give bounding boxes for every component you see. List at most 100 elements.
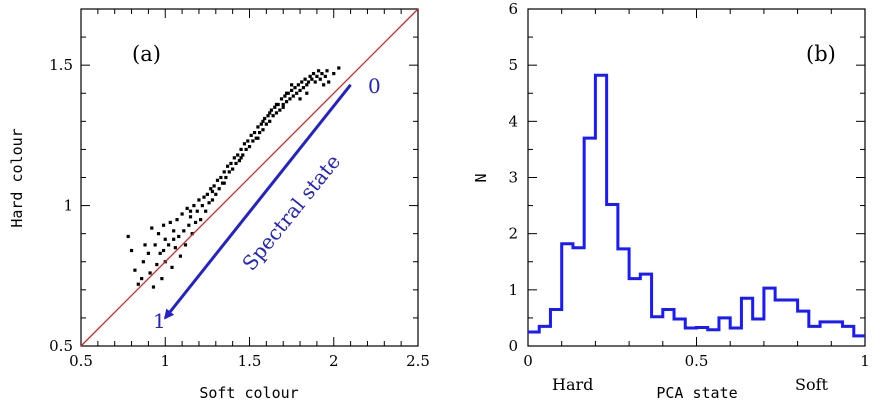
data-point	[295, 91, 299, 95]
data-point	[315, 74, 319, 78]
data-point	[256, 125, 260, 129]
panel-a-points	[126, 66, 341, 289]
hard-label: Hard	[552, 375, 593, 394]
data-point	[217, 187, 221, 191]
x-tick-label: 1	[860, 352, 870, 370]
data-point	[185, 206, 189, 210]
data-point	[220, 181, 225, 185]
panel-a-xlabel: Soft colour	[199, 384, 298, 402]
data-point	[252, 130, 257, 135]
data-point	[199, 218, 203, 222]
x-tick-label: 2	[329, 352, 339, 370]
data-point	[136, 282, 140, 286]
data-point	[177, 234, 181, 239]
data-point	[268, 119, 272, 123]
data-point	[291, 94, 295, 98]
data-point	[300, 80, 304, 84]
data-point	[293, 86, 297, 90]
y-tick-label: 2	[508, 225, 518, 243]
data-point	[332, 71, 336, 76]
data-point	[286, 91, 290, 95]
y-tick-label: 1	[63, 197, 73, 215]
data-point	[178, 254, 183, 258]
y-tick-label: 0.5	[49, 337, 73, 355]
y-tick-label: 0	[508, 337, 518, 355]
y-tick-label: 4	[508, 112, 518, 130]
data-point	[296, 83, 300, 87]
data-point	[273, 105, 277, 109]
data-point	[259, 122, 263, 126]
data-point	[274, 111, 279, 115]
data-point	[232, 156, 236, 160]
y-tick-label: 1	[508, 281, 518, 299]
data-point	[172, 229, 176, 233]
data-point	[337, 66, 341, 70]
y-tick-label: 3	[508, 169, 518, 187]
data-point	[316, 69, 321, 73]
data-point	[148, 271, 152, 275]
arrow-end-label: 1	[153, 309, 166, 333]
data-point	[183, 243, 188, 247]
data-point	[225, 164, 230, 168]
data-point	[318, 77, 322, 81]
data-point	[161, 223, 166, 227]
data-point	[268, 111, 272, 115]
data-point	[249, 133, 253, 137]
data-point	[284, 100, 289, 104]
data-point	[167, 243, 171, 247]
data-point	[242, 142, 247, 146]
panel-b-ticks: 0 0.5 1 0 1 2 3 4 5 6	[508, 0, 869, 370]
data-point	[172, 237, 176, 241]
data-point	[305, 91, 309, 95]
data-point	[204, 209, 208, 213]
data-point	[146, 251, 150, 255]
data-point	[279, 97, 284, 101]
data-point	[258, 130, 262, 135]
data-point	[133, 268, 137, 272]
data-point	[197, 198, 201, 202]
panel-b-xlabel: PCA state	[656, 384, 737, 402]
spectral-state-label: Spectral state	[237, 150, 345, 275]
data-point	[170, 265, 174, 269]
data-point	[246, 139, 250, 143]
data-point	[237, 159, 241, 163]
data-point	[175, 218, 179, 222]
data-point	[207, 201, 211, 205]
data-point	[313, 80, 317, 84]
data-point	[188, 215, 193, 219]
data-point	[222, 170, 226, 174]
data-point	[327, 80, 331, 84]
data-point	[209, 187, 213, 191]
data-point	[168, 220, 172, 225]
panel-b-histogram: 0 0.5 1 0 1 2 3 4 5 6 (b) Hard Soft PCA state N	[472, 0, 870, 402]
data-point	[325, 69, 329, 73]
data-point	[288, 97, 292, 101]
data-point	[269, 108, 274, 112]
data-point	[266, 114, 270, 118]
data-point	[210, 189, 215, 194]
data-point	[290, 83, 294, 87]
data-point	[195, 209, 199, 213]
data-point	[227, 170, 231, 174]
data-point	[247, 145, 252, 149]
data-point	[261, 119, 265, 123]
data-point	[276, 102, 280, 107]
x-tick-label: 0	[523, 352, 533, 370]
panel-a-ylabel: Hard colour	[8, 128, 26, 227]
x-tick-label: 0.5	[685, 352, 709, 370]
data-point	[234, 161, 238, 166]
soft-label: Soft	[795, 375, 829, 394]
data-point	[156, 232, 161, 236]
data-point	[193, 220, 198, 225]
data-point	[173, 246, 177, 250]
data-point	[251, 139, 255, 143]
data-point	[126, 234, 130, 239]
data-point	[151, 285, 156, 289]
data-point	[215, 178, 220, 182]
x-tick-label: 1	[160, 352, 170, 370]
data-point	[278, 108, 282, 112]
histogram-step	[528, 73, 865, 338]
spectral-state-arrow	[164, 83, 352, 320]
data-point	[264, 122, 268, 126]
